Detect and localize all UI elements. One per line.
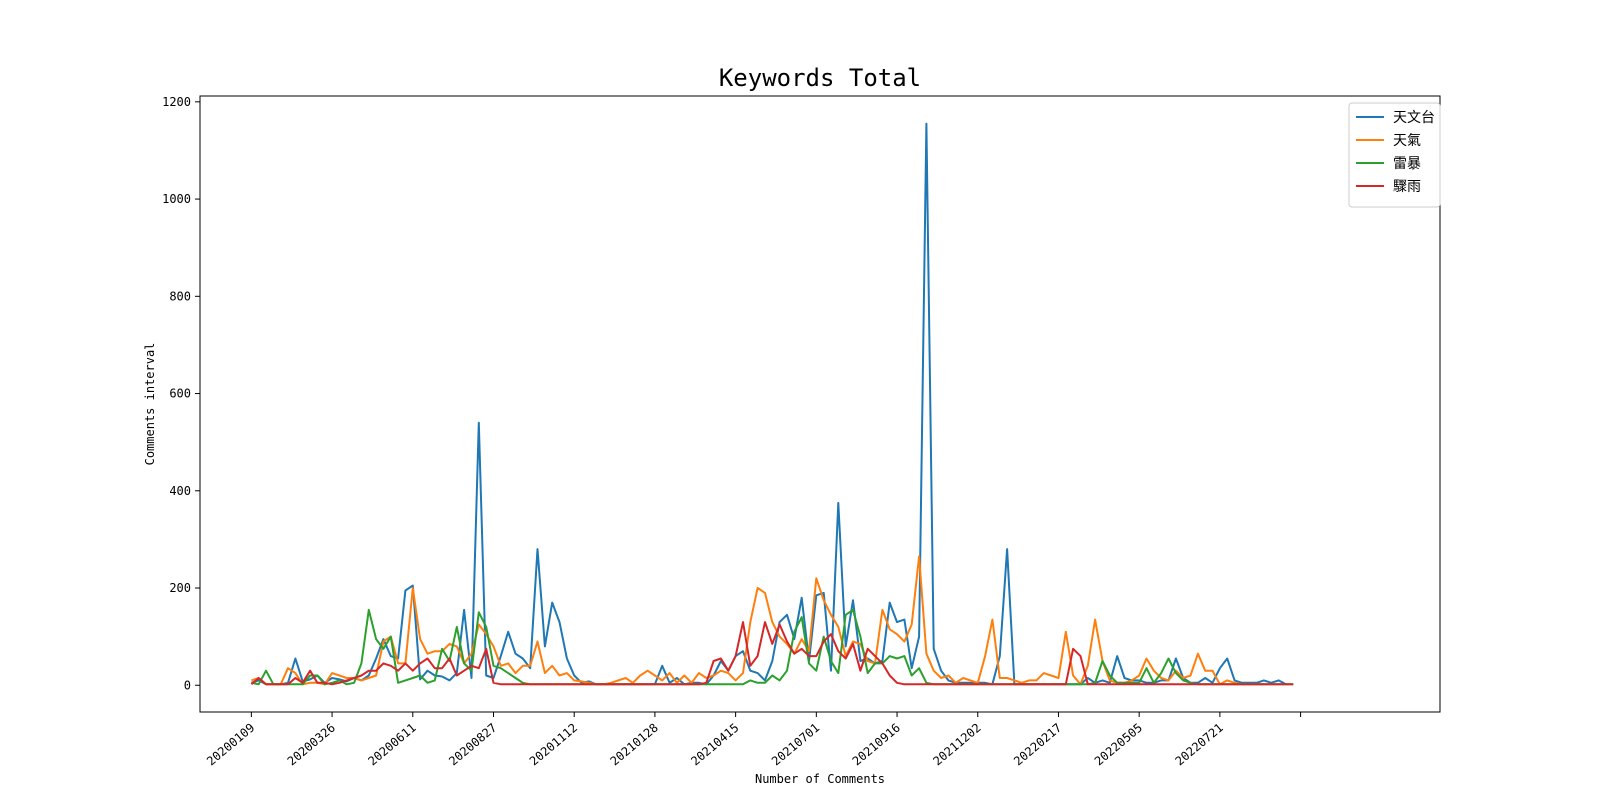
x-tick-label: 20200109 [204,721,257,769]
x-tick-label: 20201112 [527,721,580,769]
x-tick-label: 20211202 [930,721,983,769]
y-axis-ticks: 0 200 400 600 800 1000 1200 [162,95,200,692]
x-tick-label: 20220505 [1092,721,1145,769]
y-tick-label: 800 [169,289,191,303]
series-line-4 [250,621,1294,686]
y-tick-label: 200 [169,581,191,595]
y-tick-label: 400 [169,484,191,498]
x-tick-label: 20200827 [446,721,499,769]
y-tick-label: 1200 [162,95,191,109]
legend-frame [1348,102,1441,208]
x-tick-label: 20210415 [688,721,741,769]
legend-label: 雷暴 [1393,156,1421,172]
x-tick-label: 20200326 [285,721,338,769]
legend-label: 天文台 [1393,110,1435,126]
x-tick-label: 20220217 [1011,721,1064,769]
series-line-1 [251,122,1287,686]
series-lines [250,122,1294,686]
x-tick-label: 20200611 [365,721,418,769]
chart-title: Keywords Total [719,64,921,92]
series-line-3 [251,608,1294,686]
legend-label: 天氣 [1393,133,1421,149]
x-axis-ticks: 20200109 20200326 20200611 20200827 20201112… [204,712,1302,769]
x-tick-label: 20210701 [769,721,822,769]
y-axis-label: Comments interval [143,343,157,466]
x-tick-label: 20210128 [608,721,661,769]
x-axis-label: Number of Comments [755,772,885,786]
y-tick-label: 0 [184,678,191,692]
x-tick-label: 20210916 [850,721,903,769]
series-line-2 [251,555,1264,686]
plot-area [199,95,1441,713]
legend-label: 驟雨 [1393,179,1421,195]
y-tick-label: 600 [169,387,191,401]
y-tick-label: 1000 [162,192,191,206]
x-tick-label: 20220721 [1173,721,1226,769]
